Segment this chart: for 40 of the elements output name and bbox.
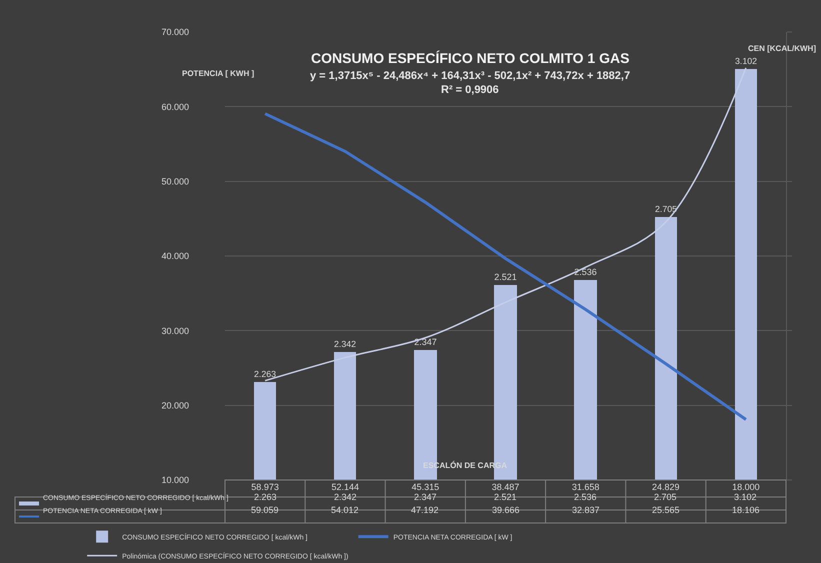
text: 2.521 xyxy=(494,272,517,282)
data-label: 18.106 xyxy=(732,505,760,515)
data-label: 2.347 xyxy=(414,492,437,502)
x-tick-label: 45.315 xyxy=(412,482,440,492)
annotation: y = 1,3715x⁵ - 24,486x⁴ + 164,31x³ - 502,1x² + 743,72x + 1882,7 xyxy=(310,70,630,82)
data-label: 39.666 xyxy=(492,505,520,515)
data-label: 32.837 xyxy=(572,505,600,515)
data-label: 59.059 xyxy=(251,505,279,515)
y-tick-label: 60.000 xyxy=(161,102,189,112)
y-tick-label: 30.000 xyxy=(161,326,189,336)
x-tick-label: 58.973 xyxy=(251,482,279,492)
data-label: 2.705 xyxy=(654,492,677,502)
text: 2.263 xyxy=(254,369,276,380)
x-tick-label: 38.487 xyxy=(492,482,520,492)
y-tick-label: 50.000 xyxy=(161,176,189,186)
y-tick-label: 20.000 xyxy=(161,400,189,410)
data-label: 2.342 xyxy=(334,492,357,502)
data-label: 2.536 xyxy=(574,492,597,502)
annotation: R² = 0,9906 xyxy=(441,84,499,96)
x-tick-label: 18.000 xyxy=(732,482,760,492)
data-label: 25.565 xyxy=(652,505,680,515)
x-tick-label: 31.658 xyxy=(572,482,600,492)
y-tick-label: 40.000 xyxy=(161,251,189,262)
text: CONSUMO ESPECÍFICO NETO COLMITO 1 GAS xyxy=(311,50,630,66)
data-label: 2.263 xyxy=(254,492,277,502)
y2-axis-title: CEN [KCAL/KWH] xyxy=(748,44,816,53)
y-tick-label: 10.000 xyxy=(161,475,189,486)
y-tick-label: 70.000 xyxy=(161,27,189,38)
data-label: 47.192 xyxy=(411,505,439,515)
x-tick-label: 24.829 xyxy=(652,482,680,492)
text: 2.342 xyxy=(334,339,356,350)
data-label: 3.102 xyxy=(734,492,757,502)
text: 2.705 xyxy=(655,204,677,214)
data-label: 54.012 xyxy=(331,505,359,515)
text: 2.347 xyxy=(414,337,437,347)
text: 3.102 xyxy=(735,56,757,66)
y-axis-title: POTENCIA [ KWH ] xyxy=(182,69,254,78)
text: 2.536 xyxy=(574,267,597,277)
x-tick-label: 52.144 xyxy=(331,482,359,492)
data-label: 2.521 xyxy=(494,492,517,502)
